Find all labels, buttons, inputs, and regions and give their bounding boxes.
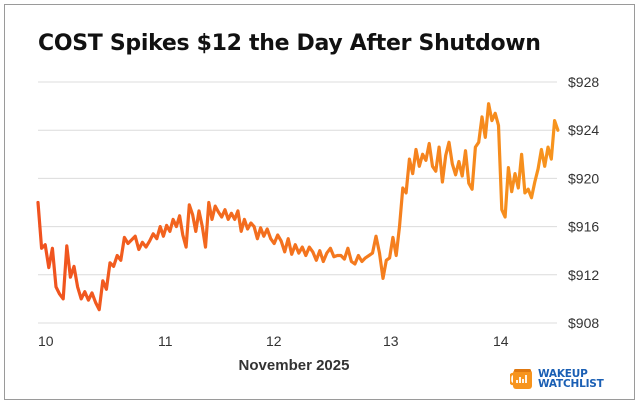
x-axis: 10 11 12 13 14 <box>38 333 509 349</box>
y-tick-label: $916 <box>568 219 599 235</box>
x-tick-label: 11 <box>158 333 173 349</box>
x-axis-label: November 2025 <box>239 357 350 374</box>
y-tick-label: $928 <box>568 74 599 90</box>
y-tick-label: $924 <box>568 122 599 138</box>
y-axis: $908 $912 $916 $920 $924 $928 <box>568 74 599 331</box>
gridlines <box>38 81 557 324</box>
coffee-mug-icon <box>510 369 532 389</box>
y-tick-label: $920 <box>568 170 599 186</box>
wakeup-watchlist-logo: WAKEUP WATCHLIST <box>510 367 604 391</box>
x-tick-label: 13 <box>383 333 399 349</box>
price-line <box>36 102 560 312</box>
x-tick-label: 10 <box>38 333 54 349</box>
y-tick-label: $908 <box>568 315 599 331</box>
x-tick-label: 12 <box>266 333 282 349</box>
logo-line-1: WAKEUP <box>538 368 588 380</box>
chart-title: COST Spikes $12 the Day After Shutdown <box>38 31 541 56</box>
y-tick-label: $912 <box>568 267 599 283</box>
logo-line-2: WATCHLIST <box>538 378 604 390</box>
chart-card <box>4 4 635 400</box>
x-tick-label: 14 <box>493 333 509 349</box>
